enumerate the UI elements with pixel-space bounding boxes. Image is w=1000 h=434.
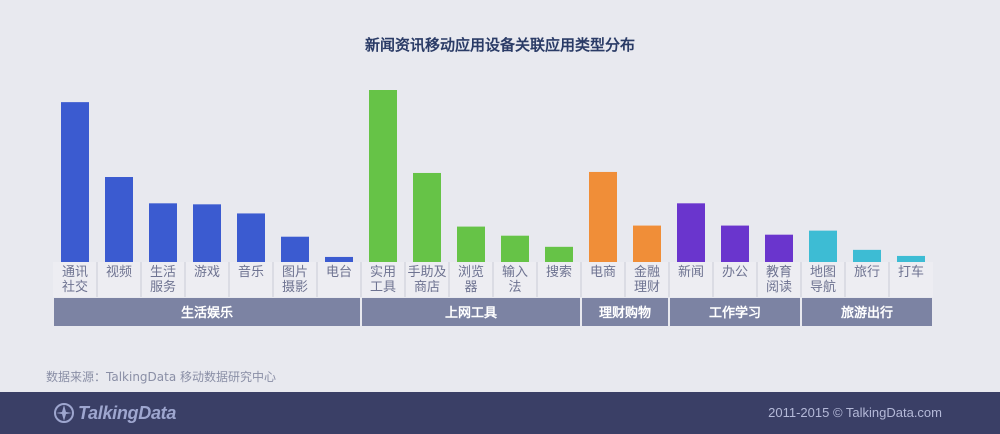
category-label: 图片 (282, 265, 308, 280)
group-label: 生活娱乐 (181, 305, 233, 321)
category-label: 教育 (766, 264, 792, 280)
bar (457, 226, 485, 262)
bar (413, 172, 441, 262)
bar (193, 204, 221, 262)
footer-bar: TalkingData 2011-2015 © TalkingData.com (0, 392, 1000, 434)
bar (281, 236, 309, 262)
category-label: 理财 (634, 280, 660, 295)
category-label: 实用 (370, 265, 396, 280)
group-label: 工作学习 (709, 305, 761, 321)
category-label: 新闻 (678, 264, 704, 280)
group-band (582, 298, 668, 326)
category-label: 社交 (62, 279, 88, 295)
category-label: 电台 (326, 265, 352, 280)
group-band (802, 298, 932, 326)
category-label: 阅读 (766, 280, 792, 295)
talkingdata-logo-icon (54, 403, 74, 423)
category-label: 器 (464, 280, 477, 295)
bar (105, 177, 133, 262)
category-label: 通讯 (62, 265, 88, 280)
category-label: 法 (508, 280, 521, 295)
talkingdata-logo: TalkingData (54, 403, 176, 423)
category-label: 金融 (634, 264, 660, 280)
category-label: 浏览 (458, 264, 484, 280)
group-band (670, 298, 800, 326)
category-label: 服务 (150, 279, 176, 295)
category-label: 导航 (810, 279, 836, 295)
category-label: 输入 (502, 264, 528, 280)
category-label: 商店 (414, 280, 440, 295)
bar (897, 255, 925, 262)
category-label: 地图 (810, 265, 836, 280)
group-label: 旅游出行 (841, 305, 893, 321)
logo-text: TalkingData (78, 402, 177, 423)
category-label: 生活 (150, 265, 176, 280)
copyright-text: 2011-2015 © TalkingData.com (768, 405, 942, 420)
group-label: 理财购物 (599, 305, 651, 321)
bar (61, 102, 89, 262)
bar (325, 256, 353, 262)
category-label: 摄影 (282, 280, 308, 295)
bar (589, 171, 617, 262)
category-label: 工具 (370, 280, 396, 295)
bar (501, 235, 529, 262)
bar (677, 203, 705, 262)
bar (369, 90, 397, 262)
category-label: 办公 (722, 265, 748, 280)
category-label: 视频 (106, 265, 132, 280)
group-label: 上网工具 (445, 306, 497, 321)
category-label: 手助及 (407, 265, 446, 280)
group-band (54, 298, 360, 326)
bar (853, 249, 881, 262)
group-band (362, 298, 580, 326)
chart-title: 新闻资讯移动应用设备关联应用类型分布 (364, 36, 635, 54)
bar (809, 230, 837, 262)
bar (545, 246, 573, 262)
data-source-note: 数据来源：TalkingData 移动数据研究中心 (46, 370, 277, 384)
category-label: 电商 (590, 265, 616, 280)
category-label: 旅行 (854, 265, 880, 280)
category-label: 打车 (898, 264, 924, 280)
bar (721, 225, 749, 262)
bar (765, 234, 793, 262)
category-label: 游戏 (194, 265, 220, 280)
bar (237, 213, 265, 262)
category-label: 音乐 (238, 264, 264, 280)
bar (633, 225, 661, 262)
category-label: 搜索 (546, 265, 572, 280)
bar (149, 203, 177, 262)
